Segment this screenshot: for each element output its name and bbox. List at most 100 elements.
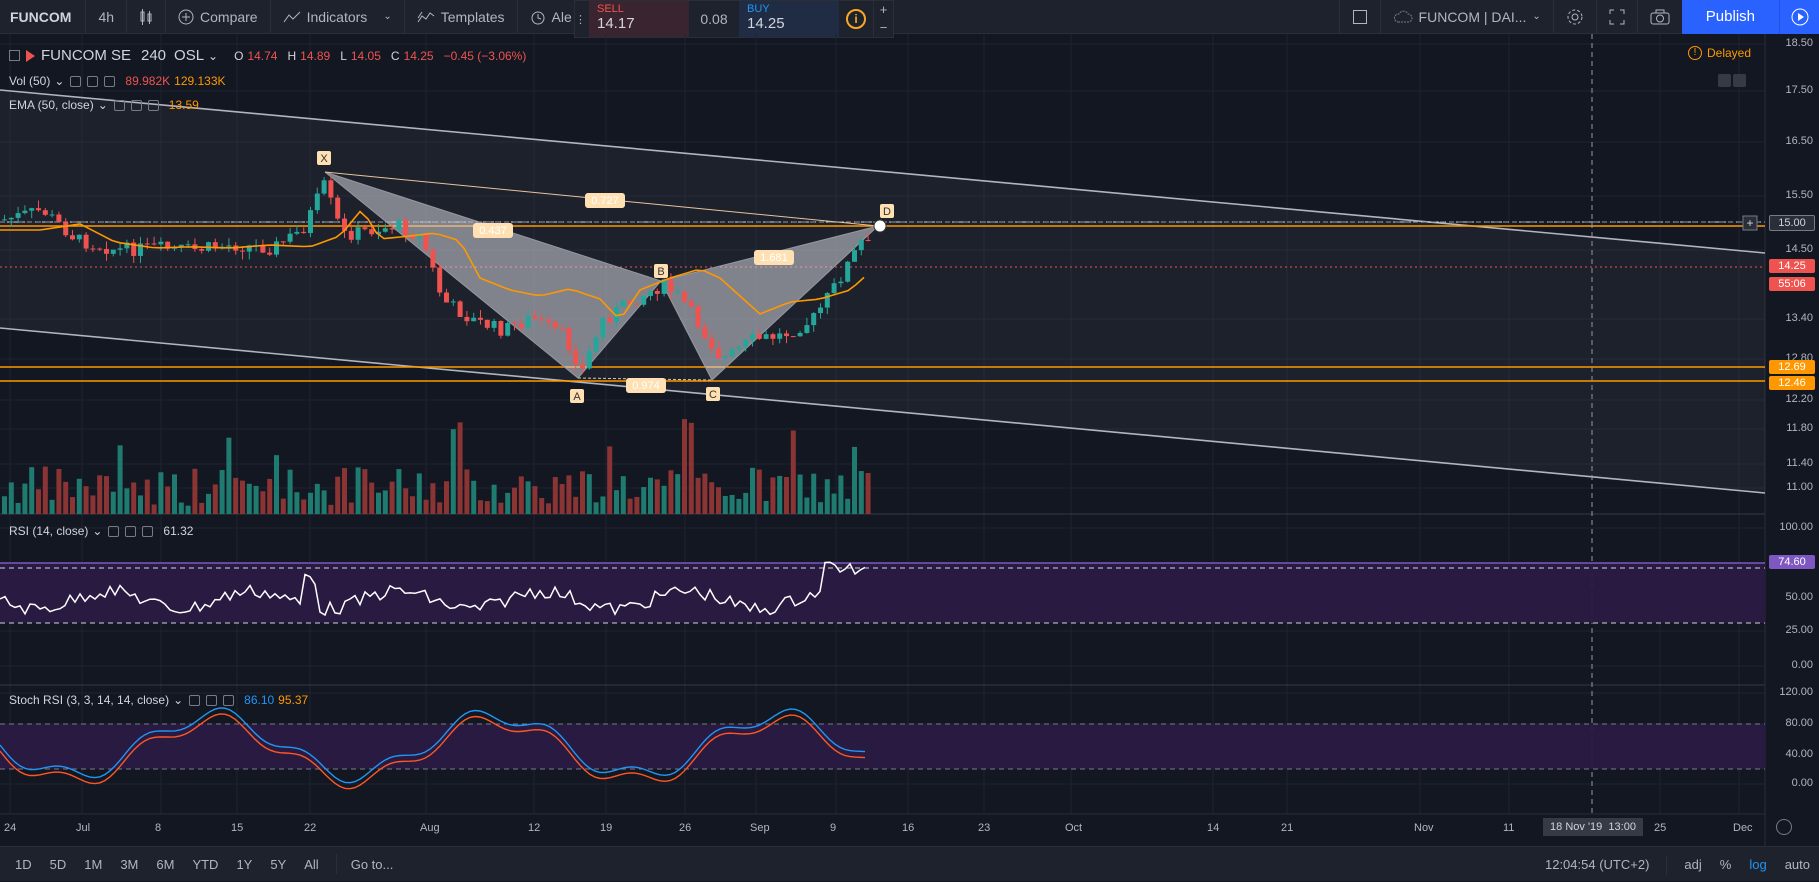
volume-name[interactable]: Vol (50): [9, 74, 51, 88]
candle-body: [607, 318, 613, 322]
price-axis-label: 18.50: [1785, 37, 1813, 49]
adj-toggle[interactable]: adj: [1684, 857, 1702, 872]
layout-name-button[interactable]: FUNCOM | DAI... ⌄: [1379, 0, 1553, 34]
main-series-name[interactable]: FUNCOM SE: [41, 47, 131, 64]
fullscreen-button[interactable]: [1595, 0, 1637, 34]
pattern-handle[interactable]: [873, 219, 887, 233]
collapse-icon[interactable]: [9, 50, 20, 61]
ratio-bg: [754, 250, 794, 265]
candle-body: [471, 317, 477, 322]
auto-toggle[interactable]: auto: [1784, 857, 1810, 872]
eye-icon[interactable]: [70, 75, 82, 87]
indicators-button[interactable]: Indicators ⌄: [271, 0, 405, 34]
stoch-k-line[interactable]: [0, 707, 866, 784]
settings-icon[interactable]: [87, 75, 99, 87]
candle-body: [709, 338, 715, 349]
top-toolbar: FUNCOM 4h Compare Indicators ⌄ Templates…: [0, 0, 1819, 34]
templates-button[interactable]: Templates: [405, 0, 518, 34]
volume-bar: [63, 481, 69, 514]
range-button[interactable]: 1M: [84, 856, 103, 872]
select-layout-button[interactable]: [1338, 0, 1380, 34]
ema-name[interactable]: EMA (50, close): [9, 98, 94, 112]
chart-type-button[interactable]: [127, 0, 167, 34]
delayed-badge[interactable]: ! Delayed: [1688, 46, 1751, 60]
stoch-name[interactable]: Stoch RSI (3, 3, 14, 14, close): [9, 693, 170, 707]
alert-button[interactable]: Ale: [518, 0, 584, 34]
stoch-d-line[interactable]: [0, 713, 866, 790]
volume-bar: [314, 483, 320, 514]
date-ranges: 1D 5D 1M 3M 6M YTD 1Y 5Y All: [6, 857, 328, 872]
volume-bar: [151, 504, 157, 514]
candle-body: [525, 316, 531, 328]
ratio-bg: [473, 223, 513, 238]
compare-button[interactable]: Compare: [166, 0, 271, 34]
go-to-realtime-icon[interactable]: [1776, 819, 1792, 835]
high-value: 14.89: [300, 48, 331, 63]
settings-icon[interactable]: [206, 694, 218, 706]
chevron-down-icon[interactable]: ⌄: [173, 693, 184, 707]
chevron-down-icon[interactable]: ⌄: [208, 48, 219, 63]
chevron-down-icon[interactable]: ⌄: [92, 524, 103, 538]
rsi-value: 61.32: [163, 524, 194, 538]
close-icon[interactable]: [142, 525, 154, 537]
volume-bar: [335, 476, 341, 514]
fullscreen-icon: [1609, 9, 1625, 25]
candle-body: [280, 241, 286, 243]
settings-icon[interactable]: [125, 525, 137, 537]
chevron-down-icon[interactable]: ⌄: [97, 98, 108, 112]
candle-body: [865, 239, 871, 241]
sell-button[interactable]: SELL 14.17: [589, 1, 689, 37]
eye-icon[interactable]: [108, 525, 120, 537]
time-axis-label: Aug: [420, 822, 440, 834]
publish-button[interactable]: Publish: [1681, 0, 1779, 34]
volume-bar: [668, 470, 674, 514]
volume-bar: [838, 475, 844, 514]
minus-button[interactable]: −: [879, 20, 888, 35]
range-button[interactable]: 3M: [120, 856, 139, 872]
settings-button[interactable]: [1552, 0, 1596, 34]
range-button[interactable]: 6M: [156, 856, 175, 872]
close-icon[interactable]: [147, 99, 159, 111]
pane-maximize-icon[interactable]: [1733, 74, 1746, 87]
interval-button[interactable]: 4h: [86, 0, 128, 34]
chart-canvas[interactable]: X A B C D 0.727 0.437 1.681 0.974 +: [0, 34, 1819, 846]
range-button[interactable]: YTD: [192, 856, 219, 872]
add-level-button[interactable]: [1742, 215, 1758, 231]
settings-icon[interactable]: [130, 99, 142, 111]
replay-button[interactable]: [1779, 0, 1819, 34]
eye-icon[interactable]: [189, 694, 201, 706]
close-icon[interactable]: [104, 75, 116, 87]
volume-bar: [138, 495, 143, 514]
rsi-line[interactable]: [0, 561, 866, 617]
plus-button[interactable]: +: [879, 2, 888, 17]
volume-bar: [396, 469, 402, 514]
symbol-search[interactable]: FUNCOM: [0, 0, 87, 34]
channel-lower-line[interactable]: [0, 327, 1766, 494]
candle-body: [722, 356, 728, 359]
range-button[interactable]: 1Y: [236, 856, 253, 872]
range-button[interactable]: 5D: [49, 856, 67, 872]
drag-handle-icon[interactable]: ⋮⋮: [575, 14, 597, 26]
snapshot-button[interactable]: [1636, 0, 1682, 34]
volume-bar: [614, 490, 619, 514]
volume-bar: [430, 483, 436, 514]
log-toggle[interactable]: log: [1749, 857, 1767, 872]
ema-line[interactable]: [0, 210, 865, 317]
goto-button[interactable]: Go to...: [350, 856, 394, 872]
info-button[interactable]: i: [839, 1, 873, 37]
eye-icon[interactable]: [113, 99, 125, 111]
pane-down-icon[interactable]: [1718, 74, 1731, 87]
volume-bar: [695, 477, 701, 514]
candle-body: [355, 227, 361, 240]
range-button[interactable]: All: [304, 856, 319, 872]
percent-toggle[interactable]: %: [1719, 857, 1732, 872]
volume-bar: [178, 502, 184, 514]
range-button[interactable]: 1D: [15, 856, 32, 872]
buy-button[interactable]: BUY 14.25: [739, 1, 839, 37]
rsi-name[interactable]: RSI (14, close): [9, 524, 89, 538]
chevron-down-icon[interactable]: ⌄: [54, 74, 65, 88]
range-button[interactable]: 5Y: [270, 856, 287, 872]
clock[interactable]: 12:04:54 (UTC+2): [1544, 857, 1650, 872]
close-icon[interactable]: [223, 694, 235, 706]
price-axis-label: 15.50: [1785, 189, 1813, 201]
